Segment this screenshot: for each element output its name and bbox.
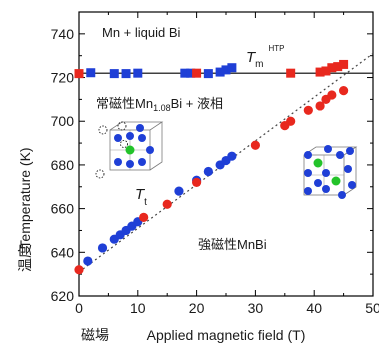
y-tick-label: 680 [51,157,75,173]
tt-label: Tt [135,186,147,208]
x-tick-label: 40 [306,300,322,316]
region-label-paramagnetic-main: 常磁性Mn [96,96,153,111]
data-point-square [339,59,349,69]
thtp-label: Tm HTP [246,44,285,70]
data-point-square [109,69,119,79]
data-point-circle [162,199,172,209]
data-point-circle [97,243,108,253]
data-point-square [203,69,213,79]
crystal-structure-right-icon [303,145,358,199]
data-point-square [327,63,337,73]
x-tick-label: 10 [130,300,146,316]
y-axis-title-prefix: 温度 [17,244,33,272]
data-point-circle [327,90,337,100]
data-point-square [227,63,237,73]
tt-label-subscript: t [144,197,147,208]
data-point-square [192,68,202,78]
y-tick-label: 640 [51,244,75,260]
axis-ticks: 0 10 20 30 40 50 620 640 660 680 700 720 740 [51,11,379,316]
tt-label-main: T [135,186,146,203]
thtp-label-superscript: HTP [269,44,285,53]
x-axis-title: Applied magnetic field (T) [147,327,306,343]
data-point-circle [203,166,213,177]
data-point-square [321,66,331,76]
thtp-label-subscript: m [255,59,263,70]
data-point-square [74,69,84,79]
data-point-square [86,68,96,78]
region-label-paramagnetic: 常磁性Mn1.08Bi + 液相 [96,96,223,113]
data-point-circle [250,140,260,150]
y-tick-label: 620 [51,288,75,304]
data-point-circle [339,86,349,96]
data-point-square [221,65,231,75]
plot-border [78,11,374,297]
y-tick-label: 720 [51,70,75,86]
data-point-square [186,68,196,78]
data-point-circle [174,186,184,196]
x-tick-label: 20 [189,300,205,316]
data-point-circle [83,256,93,266]
data-point-square [333,62,343,72]
region-label-paramagnetic-subscript: 1.08 [153,103,171,113]
data-point-square [121,69,131,79]
data-point-square [133,68,143,78]
x-tick-label: 30 [248,300,264,316]
x-tick-label: 0 [75,300,83,316]
y-tick-label: 700 [51,113,75,129]
data-points [74,59,349,275]
thtp-label-main: T [246,49,257,66]
crystal-structure-left-icon [95,121,164,179]
y-axis-title: Temperature (K) [17,147,33,248]
data-point-square [180,68,190,78]
data-point-circle [315,101,325,111]
data-point-square [286,68,296,78]
data-point-circle [227,151,237,161]
y-tick-label: 740 [51,26,75,42]
region-label-mn-liquid-bi: Mn + liquid Bi [102,25,181,40]
region-label-paramagnetic-tail: Bi + 液相 [171,96,223,111]
data-point-square [315,67,325,77]
data-point-circle [303,105,313,115]
data-point-circle [286,116,296,126]
region-label-ferromagnetic: 強磁性MnBi [198,237,267,252]
data-point-circle [139,212,149,222]
data-point-circle [74,265,84,275]
x-tick-label: 50 [365,300,379,316]
y-tick-label: 660 [51,201,75,217]
plot-frame [78,11,374,297]
data-point-square [215,67,225,77]
data-point-circle [192,177,202,187]
x-axis-title-prefix: 磁場 [81,327,109,343]
tt-boundary-line [78,53,374,273]
